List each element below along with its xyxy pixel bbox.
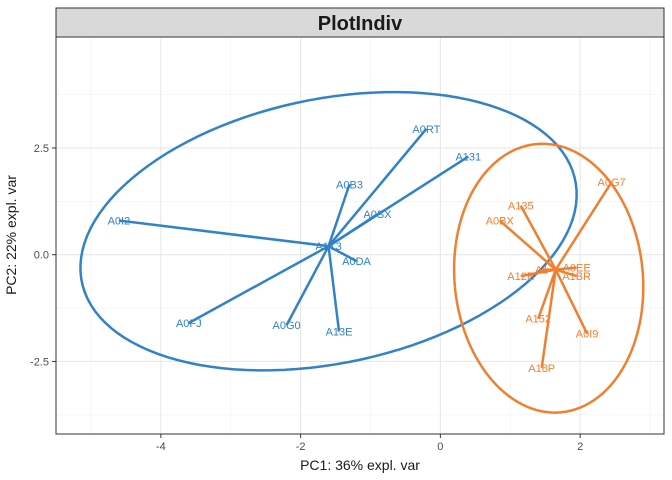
star-segment-a0g7 <box>554 181 613 271</box>
y-tick-label: 2.5 <box>34 143 49 155</box>
star-segment-a135 <box>519 205 557 271</box>
plot-panel-border <box>55 36 665 435</box>
x-axis-ticks: -4 -2 0 2 <box>156 434 583 453</box>
confidence-ellipse-group-2 <box>452 142 645 414</box>
star-segment-a0sx <box>327 213 379 248</box>
point-label-a0sx: A0SX <box>363 209 392 221</box>
point-label-a0b3: A0B3 <box>336 179 363 191</box>
confidence-ellipse-group-1 <box>79 90 578 372</box>
point-label-a13e: A13E <box>326 327 353 339</box>
y-axis-title: PC2: 22% expl. var <box>3 175 19 295</box>
star-segment-a0fj <box>188 245 330 325</box>
point-label-a0fj: A0FJ <box>176 318 202 330</box>
star-segment-a18p <box>540 269 557 369</box>
star-segment-a0da <box>327 245 358 263</box>
point-label-a131: A131 <box>455 152 481 164</box>
point-label-a152: A152 <box>525 314 551 326</box>
point-label-a0da: A0DA <box>342 256 371 268</box>
star-segment-a0i2 <box>118 219 329 248</box>
point-label-a1br: A1BR <box>562 271 591 283</box>
point-label-a135: A135 <box>508 201 534 213</box>
x-tick-label: 0 <box>437 441 443 453</box>
star-segment-a12e <box>520 268 556 278</box>
y-tick-label: -2.5 <box>30 356 49 368</box>
point-label-a18p: A18P <box>528 363 555 375</box>
star-segment-a0i9 <box>554 269 589 335</box>
point-label-a0g7: A0G7 <box>598 177 626 189</box>
x-axis-title: PC1: 36% expl. var <box>300 457 420 473</box>
plot-panel <box>56 37 664 434</box>
star-segment-a1br <box>555 268 578 278</box>
point-label-a12e: A12E <box>507 271 534 283</box>
point-label-a0g0: A0G0 <box>273 320 301 332</box>
y-axis-ticks: -2.5 0.0 2.5 <box>30 143 56 368</box>
point-label-a0rt: A0RT <box>412 124 440 136</box>
star-segment-a0rt <box>327 127 428 247</box>
point-label-a0ee: A0EE <box>563 263 591 275</box>
star-segment-a0ee <box>555 266 577 271</box>
point-label-a1t3: A1T3 <box>315 241 341 253</box>
point-label-a0i9: A0I9 <box>576 329 599 341</box>
star-segment-a0b3 <box>327 183 351 247</box>
star-segment-a13e <box>327 246 341 332</box>
star-segment-a0g0 <box>285 245 330 326</box>
x-tick-label: -2 <box>296 441 306 453</box>
x-tick-label: -4 <box>156 441 166 453</box>
ellipses <box>79 90 645 414</box>
x-tick-label: 2 <box>577 441 583 453</box>
point-label-a0i2: A0I2 <box>108 216 131 228</box>
strip-background <box>55 7 665 38</box>
point-label-a1: A1 <box>535 265 548 277</box>
y-tick-label: 0.0 <box>34 250 49 262</box>
point-label-a0bx: A0BX <box>486 216 515 228</box>
star-segment-a0bx <box>498 219 557 271</box>
star-segment-a152 <box>537 269 557 320</box>
star-segments <box>118 127 613 369</box>
chart-title: PlotIndiv <box>318 13 403 35</box>
